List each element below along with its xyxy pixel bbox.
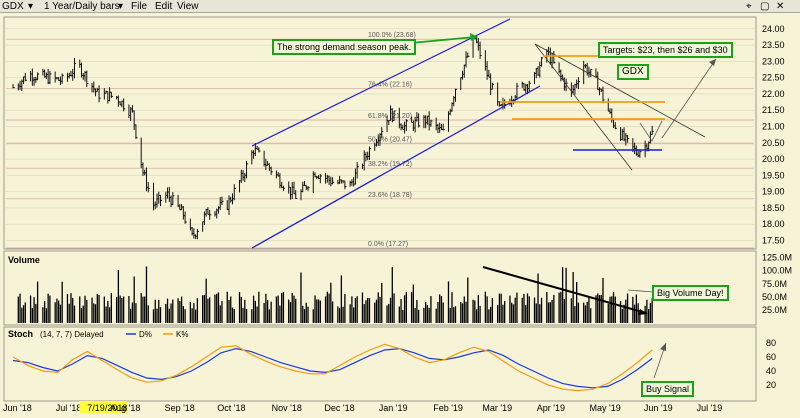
x-tick-label: Apr '19 — [537, 403, 565, 413]
stoch-k-line — [12, 343, 653, 392]
wedge-upper-line — [534, 43, 706, 138]
price-bars — [12, 34, 654, 240]
channel-lower-line — [251, 85, 541, 249]
x-tick-label: Feb '19 — [433, 403, 463, 413]
stoch-d-line — [12, 347, 653, 389]
x-tick-label: 7/19/2018 — [87, 403, 127, 413]
fib-label: 0.0% (17.27) — [368, 241, 408, 248]
menu-edit[interactable]: Edit — [155, 1, 173, 12]
price-tick-label: 21.50 — [762, 105, 785, 115]
volume-tick-label: 100.0M — [762, 266, 792, 276]
legend-d-label: D% — [139, 330, 152, 339]
fib-label: 76.4% (22.16) — [368, 82, 412, 89]
menu-file[interactable]: File — [131, 1, 148, 12]
demand-peak-annotation: The strong demand season peak. — [272, 39, 417, 55]
chevron-down-icon[interactable]: ▾ — [118, 1, 124, 12]
price-tick-label: 22.50 — [762, 73, 785, 83]
buy-signal-annotation: Buy Signal — [641, 381, 695, 397]
stoch-lines — [12, 343, 653, 392]
x-tick-label: Jul '19 — [697, 403, 723, 413]
volume-tick-label: 50.0M — [762, 292, 787, 302]
fibonacci-levels: 100.0% (23.68) 76.4% (22.16) 61.8% (21.20)… — [6, 32, 754, 249]
x-tick-label: Sep '18 — [165, 403, 195, 413]
chart-canvas: 100.0% (23.68) 76.4% (22.16) 61.8% (21.20)… — [3, 16, 792, 413]
channel-upper-line — [251, 18, 511, 147]
price-tick-label: 18.50 — [762, 203, 785, 213]
fib-label: 23.6% (18.78) — [368, 192, 412, 199]
x-tick-label: Aug '18 — [110, 403, 140, 413]
volume-tick-label: 125.0M — [762, 253, 792, 263]
maximize-icon[interactable]: ▢ — [760, 1, 770, 12]
period-label[interactable]: 1 Year/Daily bars — [44, 1, 120, 12]
volume-bars — [17, 266, 653, 323]
price-tick-label: 21.00 — [762, 121, 785, 131]
cursor-date-highlight — [79, 401, 128, 413]
price-tick-label: 22.00 — [762, 89, 785, 99]
price-tick-label: 24.00 — [762, 24, 785, 34]
x-tick-label: Jun '19 — [644, 403, 673, 413]
x-tick-label: Dec '18 — [324, 403, 354, 413]
x-tick-label: Jul '18 — [56, 403, 82, 413]
close-icon[interactable]: ✕ — [776, 1, 785, 12]
gdx-symbol-box: GDX — [617, 64, 649, 80]
legend-k-label: K% — [176, 330, 188, 339]
stoch-panel — [3, 326, 757, 402]
price-tick-label: 18.00 — [762, 219, 785, 229]
projection-arrowhead — [709, 59, 716, 66]
price-tick-label: 19.50 — [762, 170, 785, 180]
stoch-axis: 20 40 60 80 — [766, 338, 776, 390]
x-tick-label: Oct '18 — [217, 403, 245, 413]
fib-label: 61.8% (21.20) — [368, 113, 412, 120]
fib-label: 100.0% (23.68) — [368, 32, 416, 39]
price-axis: 17.50 18.00 18.50 19.00 19.50 20.00 20.50 21.00… — [762, 24, 785, 246]
volume-axis: 25.0M 50.0M 75.0M 100.0M 125.0M — [762, 253, 792, 315]
volume-title: Volume — [8, 255, 40, 265]
fib-label: 38.2% (19.72) — [368, 161, 412, 168]
price-tick-label: 20.00 — [762, 154, 785, 164]
pin-icon[interactable]: ⌖ — [746, 1, 752, 12]
volume-tick-label: 75.0M — [762, 279, 787, 289]
x-tick-label: Nov '18 — [272, 403, 302, 413]
price-tick-label: 23.50 — [762, 40, 785, 50]
price-panel — [3, 16, 757, 250]
volume-panel — [3, 250, 757, 326]
stoch-params: (14, 7, 7) Delayed — [40, 330, 104, 339]
x-tick-label: Jun '18 — [3, 403, 32, 413]
big-volume-arrow — [627, 289, 655, 293]
menu-view[interactable]: View — [177, 1, 199, 12]
stoch-arrowhead — [660, 343, 666, 351]
stoch-tick-label: 60 — [766, 352, 776, 362]
stoch-tick-label: 80 — [766, 338, 776, 348]
toolbar: GDX ▾ 1 Year/Daily bars ▾ File Edit View… — [0, 0, 800, 13]
projection-arrow-line — [661, 58, 717, 139]
x-tick-label: Jan '19 — [379, 403, 408, 413]
volume-trend-arrowhead — [638, 309, 648, 315]
stoch-tick-label: 40 — [766, 366, 776, 376]
chevron-down-icon[interactable]: ▾ — [28, 1, 34, 12]
zigzag-line — [639, 120, 663, 142]
price-tick-label: 17.50 — [762, 235, 785, 245]
volume-trend-line — [482, 266, 647, 314]
targets-annotation: Targets: $23, then $26 and $30 — [598, 42, 733, 58]
x-tick-label: May '19 — [589, 403, 620, 413]
stoch-tick-label: 20 — [766, 380, 776, 390]
price-tick-label: 23.00 — [762, 56, 785, 66]
symbol-label[interactable]: GDX — [2, 1, 24, 12]
big-volume-annotation: Big Volume Day! — [652, 285, 729, 301]
x-tick-label: Mar '19 — [482, 403, 512, 413]
demand-peak-arrowhead — [470, 33, 478, 41]
fib-label: 50.0% (20.47) — [368, 137, 412, 144]
volume-tick-label: 25.0M — [762, 305, 787, 315]
stoch-title: Stoch — [8, 329, 33, 339]
price-tick-label: 20.50 — [762, 138, 785, 148]
price-tick-label: 19.00 — [762, 187, 785, 197]
wedge-lower-line — [534, 43, 633, 171]
